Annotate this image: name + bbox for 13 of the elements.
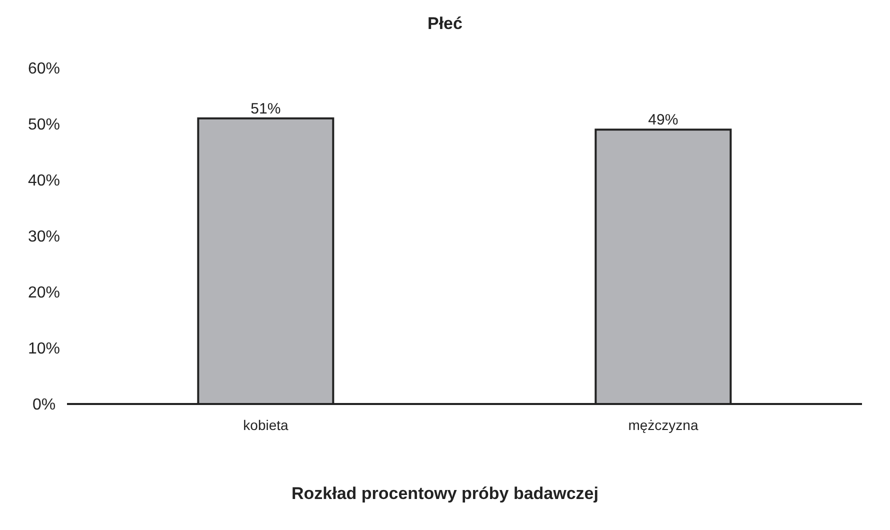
y-tick-label: 40% — [28, 172, 60, 190]
y-tick-label: 30% — [28, 228, 60, 246]
x-tick-label: kobieta — [243, 416, 289, 433]
data-label: 51% — [250, 100, 281, 118]
y-tick-label: 0% — [32, 396, 56, 414]
y-tick-label: 10% — [28, 340, 60, 358]
y-tick-label: 60% — [28, 60, 60, 78]
y-tick-label: 20% — [28, 284, 60, 302]
chart-title: Płeć — [426, 14, 464, 34]
x-axis-title: Rozkład procentowy próby badawczej — [290, 484, 600, 504]
x-tick-label: mężczyzna — [628, 416, 698, 433]
data-label: 49% — [648, 112, 678, 129]
y-tick-label: 50% — [28, 116, 60, 134]
